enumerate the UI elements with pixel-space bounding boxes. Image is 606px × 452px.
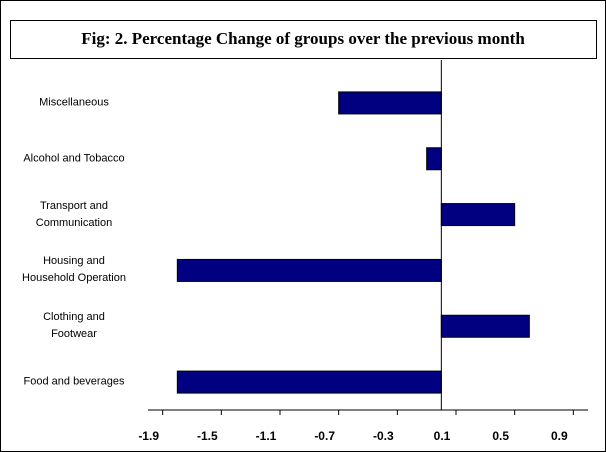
x-tick-label: -0.3	[373, 429, 394, 443]
bar	[176, 258, 442, 282]
bar	[426, 147, 442, 171]
x-tick-label: -0.7	[314, 429, 335, 443]
x-tick-label: 0.5	[492, 429, 509, 443]
title-box	[10, 20, 597, 59]
bar	[176, 370, 442, 394]
x-tick-label: -1.9	[138, 429, 159, 443]
y-tick-label: Housing and Household Operation	[22, 255, 126, 285]
y-tick-label: Miscellaneous	[39, 96, 109, 109]
x-tick-label: 0.9	[551, 429, 568, 443]
y-tick-label: Alcohol and Tobacco	[23, 152, 125, 165]
x-tick-label: -1.5	[197, 429, 218, 443]
x-tick-label: -1.1	[256, 429, 277, 443]
y-tick-label: Clothing and Footwear	[43, 311, 105, 341]
chart-title: Fig: 2. Percentage Change of groups over…	[81, 29, 525, 48]
x-tick-label: 0.1	[434, 429, 451, 443]
bar	[338, 91, 442, 115]
bar	[440, 203, 516, 227]
y-tick-label: Food and beverages	[23, 375, 125, 388]
bar	[440, 314, 530, 338]
y-tick-label: Transport and Communication	[35, 199, 113, 229]
